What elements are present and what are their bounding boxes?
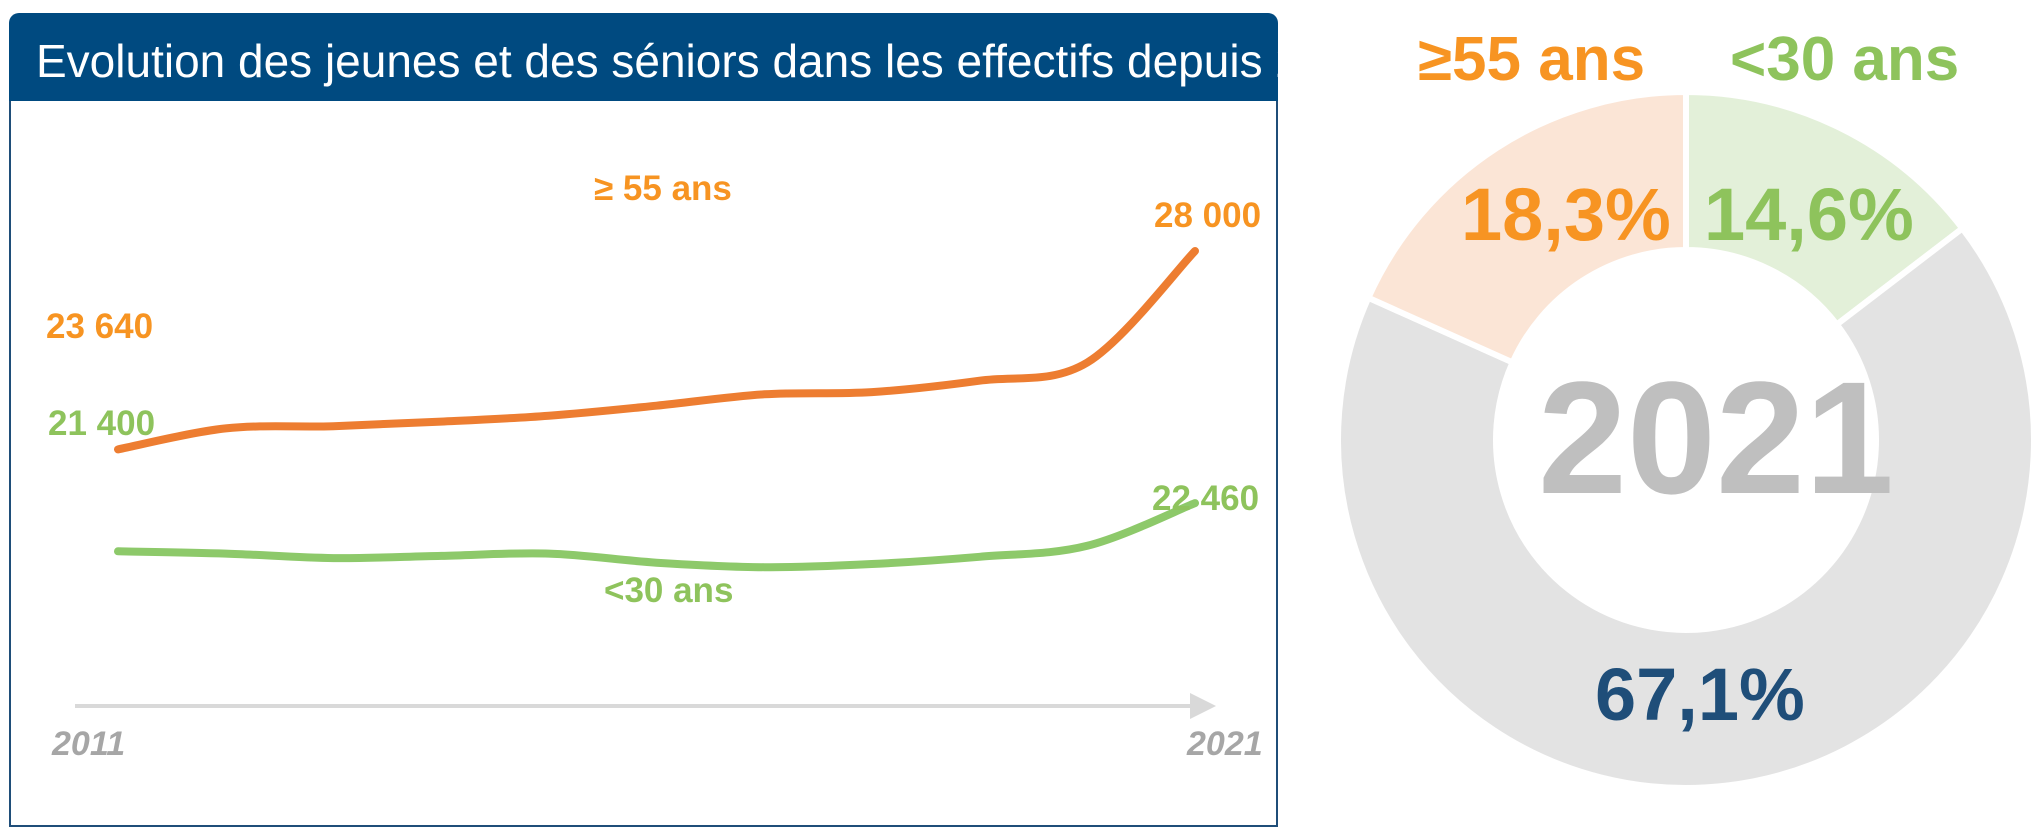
donut-legend-senior: ≥55 ans — [1418, 25, 1645, 94]
data-label-senior-start: 23 640 — [46, 307, 153, 346]
donut-segment-senior — [1364, 88, 1689, 367]
series-line-senior — [114, 247, 1199, 454]
data-label-senior-end: 28 000 — [1154, 196, 1261, 235]
donut-value-junior: 14,6% — [1704, 173, 1914, 256]
title-bar-bottom — [9, 70, 1278, 101]
donut-center-year: 2021 — [1538, 348, 1894, 527]
donut-segment-other — [1335, 224, 2033, 791]
line-chart-panel: Evolution des jeunes et des séniors dans… — [9, 13, 1374, 827]
series-line-junior — [114, 499, 1199, 572]
data-label-junior-end: 22 460 — [1152, 479, 1259, 518]
x-axis-end-label: 2021 — [1186, 725, 1263, 763]
x-axis-arrow — [1190, 693, 1216, 719]
series-label-junior: <30 ans — [604, 571, 733, 610]
donut-segment-junior — [1683, 88, 1967, 329]
donut-chart: ≥55 ans <30 ans 18,3% 14,6% 67,1% 2021 — [1335, 25, 2033, 791]
chart-frame — [9, 79, 1278, 827]
x-axis-start-label: 2011 — [51, 725, 125, 763]
donut-legend-junior: <30 ans — [1730, 25, 1959, 94]
series-label-senior: ≥ 55 ans — [594, 169, 732, 208]
donut-value-senior: 18,3% — [1461, 173, 1671, 256]
data-label-junior-start: 21 400 — [48, 404, 155, 443]
chart-title: Evolution des jeunes et des séniors dans… — [36, 35, 1374, 87]
donut-value-other: 67,1% — [1595, 653, 1805, 736]
